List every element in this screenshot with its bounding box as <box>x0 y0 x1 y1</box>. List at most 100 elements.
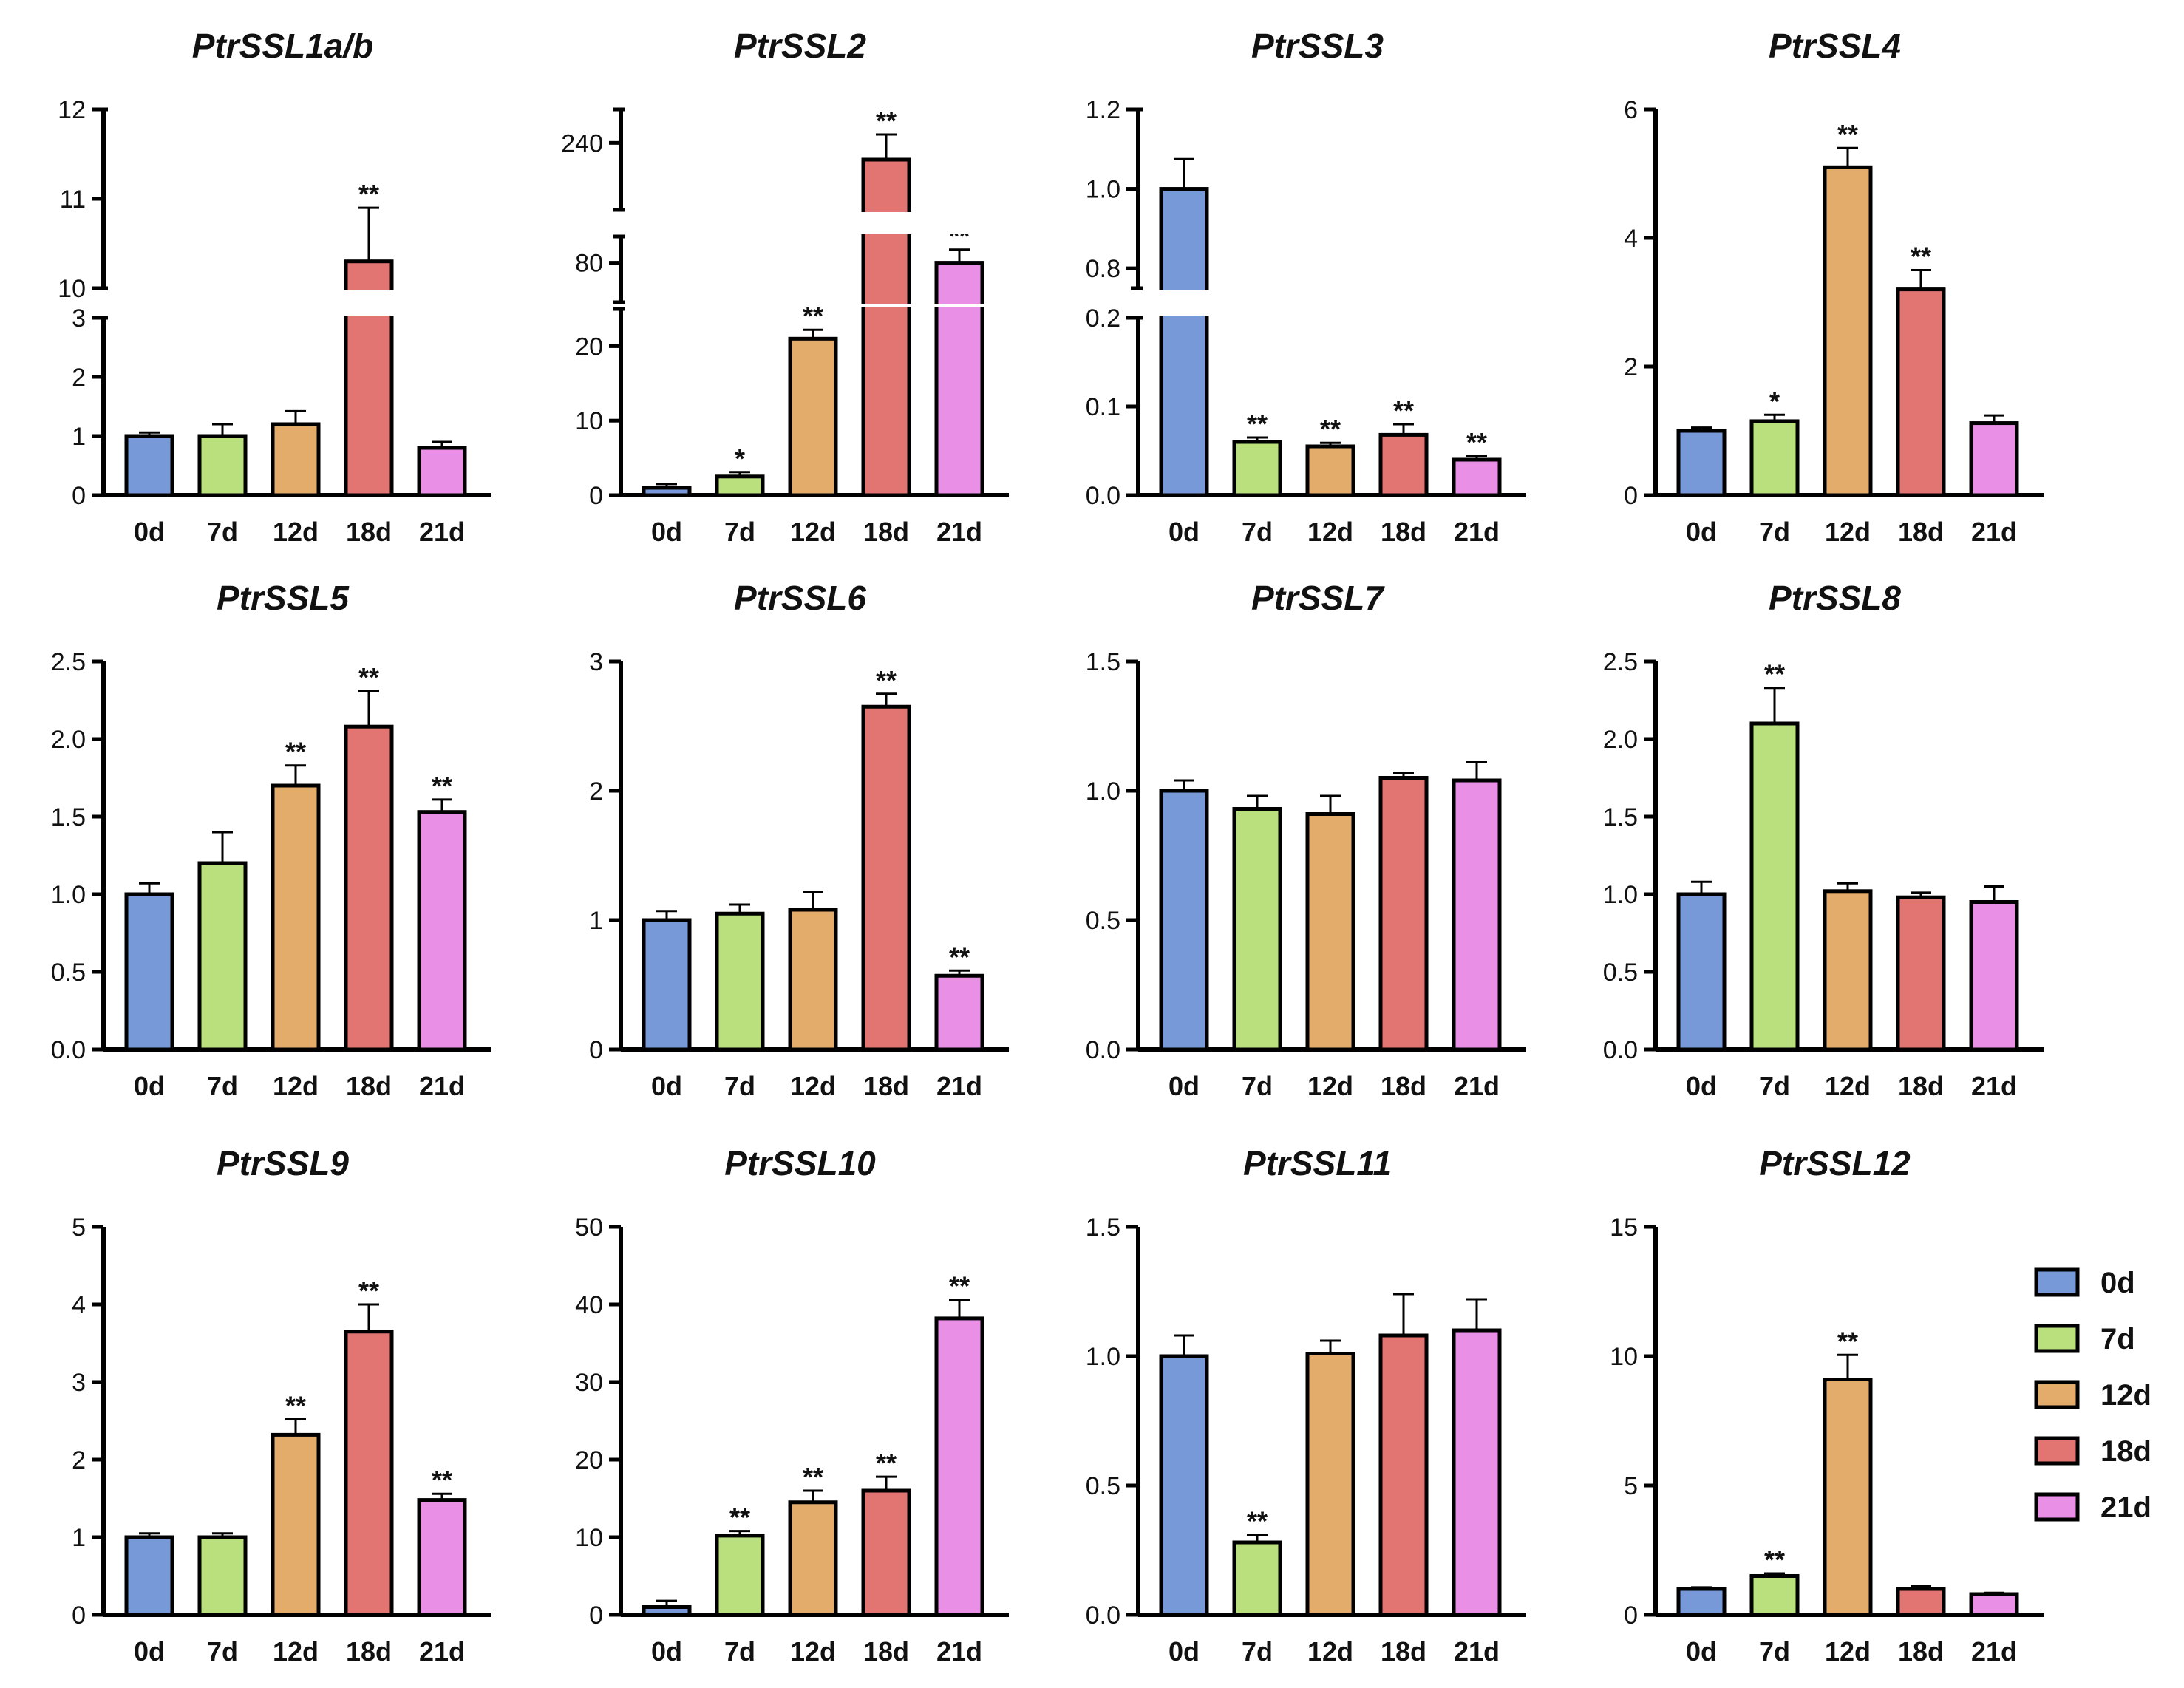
x-tick-label: 18d <box>1381 1071 1426 1101</box>
x-tick-label: 12d <box>790 1636 836 1667</box>
y-tick-label: 0.5 <box>51 959 86 987</box>
x-tick-label: 7d <box>1242 1071 1273 1101</box>
panel-title: PtrSSL11 <box>1243 1144 1392 1182</box>
bar-0d <box>642 918 692 1052</box>
y-tick-label: 5 <box>72 1214 86 1242</box>
x-tick-label: 21d <box>1971 1636 2017 1667</box>
panel-ptrssl7: PtrSSL7 0.0 0.5 1.0 1.5 0d 7d 12d 18d 21d <box>1086 579 1526 1101</box>
x-tick-label: 21d <box>1971 1071 2017 1101</box>
y-tick-label: 1 <box>72 1524 86 1552</box>
x-tick-label: 7d <box>1759 1071 1790 1101</box>
panel-title: PtrSSL6 <box>734 579 866 617</box>
significance-marker: * <box>1769 386 1780 416</box>
panel-ptrssl9: PtrSSL9 0 1 2 3 4 5 0d 7d ** 12d ** 18d ** 21d <box>72 1144 491 1667</box>
y-tick-label: 1.5 <box>51 803 86 831</box>
y-tick-label: 2.0 <box>1603 726 1638 754</box>
bar-12d <box>788 908 838 1052</box>
legend-label: 21d <box>2100 1491 2151 1524</box>
x-tick-label: 12d <box>1307 1636 1353 1667</box>
significance-marker: ** <box>949 942 970 972</box>
bar-7d <box>197 1535 248 1617</box>
y-tick-label: 10 <box>575 407 603 435</box>
y-tick-label: 0.5 <box>1603 959 1638 987</box>
x-tick-label: 7d <box>1759 1636 1790 1667</box>
bar-0d <box>124 434 174 497</box>
x-tick-label: 21d <box>936 517 982 547</box>
significance-marker: ** <box>876 1448 897 1478</box>
bar-21d <box>934 973 984 1052</box>
y-tick-label: 5 <box>1624 1472 1638 1500</box>
bar-7d <box>197 434 248 497</box>
y-tick-label: 0.2 <box>1086 304 1120 333</box>
legend-swatch-7d <box>2034 1324 2080 1353</box>
x-tick-label: 18d <box>346 517 392 547</box>
x-tick-label: 7d <box>207 1071 238 1101</box>
panel-ptrssl10: PtrSSL10 0 10 20 30 40 50 0d ** 7d ** 12d ** 18d ** 21d <box>575 1144 1009 1667</box>
bar-0d <box>1159 187 1209 497</box>
legend-swatch-12d <box>2034 1380 2080 1409</box>
significance-marker: ** <box>729 1502 750 1533</box>
y-tick-label: 10 <box>1610 1343 1638 1371</box>
y-tick-label: 1.0 <box>1603 881 1638 909</box>
y-tick-label: 0.0 <box>1086 482 1120 510</box>
bar-18d <box>1896 1587 1946 1617</box>
x-tick-label: 0d <box>134 1636 165 1667</box>
y-tick-label: 3 <box>72 304 86 333</box>
panel-ptrssl11: PtrSSL11 0.0 0.5 1.0 1.5 0d ** 7d 12d 18d 21d <box>1086 1144 1526 1667</box>
bar-12d <box>271 783 321 1052</box>
x-tick-label: 7d <box>1759 517 1790 547</box>
panel-title: PtrSSL12 <box>1759 1144 1911 1182</box>
bar-18d <box>861 1488 911 1617</box>
bar-7d <box>715 1534 765 1617</box>
x-tick-label: 7d <box>724 1071 755 1101</box>
x-tick-label: 12d <box>1307 1071 1353 1101</box>
y-tick-label: 2 <box>72 1446 86 1474</box>
y-tick-label: 0.0 <box>1086 1602 1120 1630</box>
y-tick-label: 0.8 <box>1086 255 1120 283</box>
significance-marker: ** <box>1393 395 1414 426</box>
x-tick-label: 21d <box>1971 517 2017 547</box>
x-tick-label: 12d <box>1307 517 1353 547</box>
y-tick-label: 6 <box>1624 96 1638 124</box>
bar-21d <box>1452 778 1502 1052</box>
x-tick-label: 18d <box>1381 517 1426 547</box>
y-tick-label: 0.5 <box>1086 1472 1120 1500</box>
y-tick-label: 40 <box>575 1291 603 1319</box>
x-tick-label: 12d <box>790 517 836 547</box>
bar-0d <box>1676 1587 1727 1617</box>
bar-12d <box>271 1432 321 1617</box>
panel-title: PtrSSL7 <box>1251 579 1385 617</box>
y-tick-label: 0.0 <box>1086 1036 1120 1064</box>
bar-0d <box>642 486 692 497</box>
significance-marker: ** <box>1764 659 1785 690</box>
x-tick-label: 0d <box>1686 1071 1717 1101</box>
y-tick-label: 1.0 <box>1086 1343 1120 1371</box>
y-tick-label: 15 <box>1610 1214 1638 1242</box>
bar-7d <box>1232 807 1282 1052</box>
bar-12d <box>271 422 321 497</box>
bar-12d <box>1305 444 1355 497</box>
x-tick-label: 18d <box>863 1071 909 1101</box>
significance-marker: ** <box>1466 427 1487 457</box>
significance-marker: ** <box>1247 1506 1268 1536</box>
significance-marker: ** <box>432 1465 452 1495</box>
significance-marker: ** <box>803 1462 823 1492</box>
x-tick-label: 7d <box>1242 517 1273 547</box>
y-tick-label: 1.0 <box>1086 176 1120 204</box>
y-tick-label: 2.5 <box>1603 648 1638 676</box>
x-tick-label: 0d <box>1168 1071 1200 1101</box>
y-tick-label: 12 <box>58 96 86 124</box>
panel-ptrssl12: PtrSSL12 0 5 10 15 0d ** 7d ** 12d 18d 21d <box>1610 1144 2044 1667</box>
x-tick-label: 7d <box>207 517 238 547</box>
significance-marker: ** <box>1837 119 1858 149</box>
x-tick-label: 0d <box>1168 517 1200 547</box>
axis-break-gap <box>612 212 1015 234</box>
x-tick-label: 0d <box>1168 1636 1200 1667</box>
x-tick-label: 0d <box>134 517 165 547</box>
y-tick-label: 0.1 <box>1086 393 1120 421</box>
y-tick-label: 240 <box>561 129 603 157</box>
bar-7d <box>715 474 765 497</box>
panel-ptrssl3: PtrSSL3 0.0 0.1 0.2 0.8 1.0 1.2 0d ** 7d ** 12d ** 18… <box>1086 27 1532 547</box>
